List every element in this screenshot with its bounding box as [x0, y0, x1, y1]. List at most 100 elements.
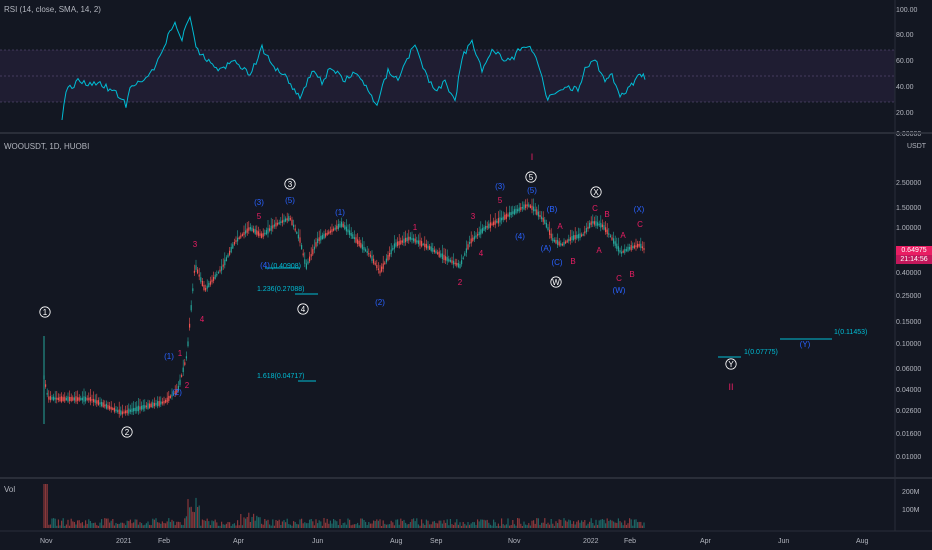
volume-bar [453, 525, 455, 528]
volume-bar [621, 522, 623, 528]
volume-bar [70, 518, 72, 528]
volume-bar [464, 523, 466, 528]
volume-bar [600, 519, 602, 528]
candle-body [323, 233, 325, 239]
volume-bar [309, 519, 311, 528]
candle-body [230, 247, 232, 253]
volume-bar [390, 520, 392, 528]
currency-label: USDT [907, 143, 927, 150]
candle-body [355, 237, 357, 243]
candle-body [144, 405, 146, 409]
candle-body [283, 219, 285, 223]
volume-bar [409, 522, 411, 528]
candle-body [390, 249, 392, 255]
candle-body [387, 255, 389, 261]
candle-body [520, 207, 522, 211]
candle-body [574, 235, 576, 240]
volume-bar [241, 525, 243, 528]
rsi-legend[interactable]: RSI (14, close, SMA, 14, 2) [4, 5, 101, 14]
volume-bar [104, 518, 106, 528]
volume-bar [121, 522, 123, 528]
volume-bar [429, 524, 431, 528]
candle-body [88, 397, 90, 401]
volume-bar [75, 524, 77, 528]
candle-body [141, 405, 143, 410]
volume-bar [361, 518, 363, 528]
candle-body [432, 248, 434, 252]
rsi-panel[interactable]: RSI (14, close, SMA, 14, 2) [0, 0, 895, 132]
fib-label-0.1145: 1(0.11453) [834, 329, 868, 336]
volume-bar [395, 519, 397, 528]
candle-body [513, 209, 515, 215]
volume-bar [49, 524, 51, 528]
candle-body [269, 228, 271, 231]
volume-bar [469, 524, 471, 528]
volume-bar [470, 523, 472, 528]
candle-body [326, 232, 328, 235]
candle-body [341, 221, 343, 227]
candle-body [296, 232, 298, 234]
candle-body [150, 403, 152, 408]
volume-bar [355, 524, 357, 528]
volume-bar [126, 520, 128, 528]
candle-body [350, 233, 352, 237]
candle-body [48, 396, 50, 400]
wave-red-5: 5 [257, 212, 262, 221]
candle-body [438, 251, 440, 257]
wave-blue-2: (2) [172, 388, 182, 397]
candle-body [205, 288, 207, 291]
candle-body [208, 283, 210, 288]
symbol-legend[interactable]: WOOUSDT, 1D, HUOBI [4, 142, 90, 151]
candle-body [401, 240, 403, 243]
candle-body [361, 244, 363, 250]
candle-body [213, 277, 215, 281]
price-axis-0.15: 0.15000 [896, 319, 922, 326]
candle-body [582, 233, 584, 236]
candle-body [121, 411, 123, 415]
volume-bar [541, 522, 543, 528]
candle-body [545, 222, 547, 228]
candle-body [448, 258, 450, 262]
candle-body [94, 399, 96, 403]
candle-body [211, 279, 213, 283]
volume-bar [57, 519, 59, 528]
volume-bar [131, 523, 133, 528]
volume-bar [499, 525, 501, 528]
candle-body [262, 233, 264, 237]
volume-bar [182, 525, 184, 528]
volume-bar [214, 519, 216, 528]
wave-red-c: C [592, 204, 598, 213]
volume-legend[interactable]: Vol [4, 485, 16, 494]
volume-bar [101, 519, 103, 528]
candle-body [381, 266, 383, 272]
candle-body [185, 356, 187, 359]
candle-body [181, 375, 183, 377]
candle-body [443, 254, 445, 260]
candle-body [347, 229, 349, 233]
candle-body [499, 217, 501, 223]
volume-bar [601, 519, 603, 528]
volume-bar [619, 521, 621, 528]
volume-bar [240, 514, 242, 528]
volume-bar [637, 522, 639, 528]
candle-body [392, 248, 394, 250]
candle-body [53, 396, 55, 401]
candle-body [309, 256, 311, 262]
volume-bar [169, 521, 171, 528]
rsi-axis-100: 100.00 [896, 7, 918, 14]
time-jun-2022: Jun [778, 538, 790, 545]
candle-body [104, 404, 106, 407]
volume-bar [392, 522, 394, 528]
candle-body [245, 230, 247, 234]
candle-body [192, 288, 194, 292]
time-2021: 2021 [116, 538, 132, 545]
candle-body [219, 269, 221, 272]
candle-body [329, 230, 331, 233]
candle-body [627, 246, 629, 252]
volume-bar [216, 522, 218, 528]
volume-bar [360, 518, 362, 528]
candle-body [222, 264, 224, 267]
wave-circled-y: Y [728, 360, 734, 369]
wave-blue-b: (B) [547, 205, 558, 214]
